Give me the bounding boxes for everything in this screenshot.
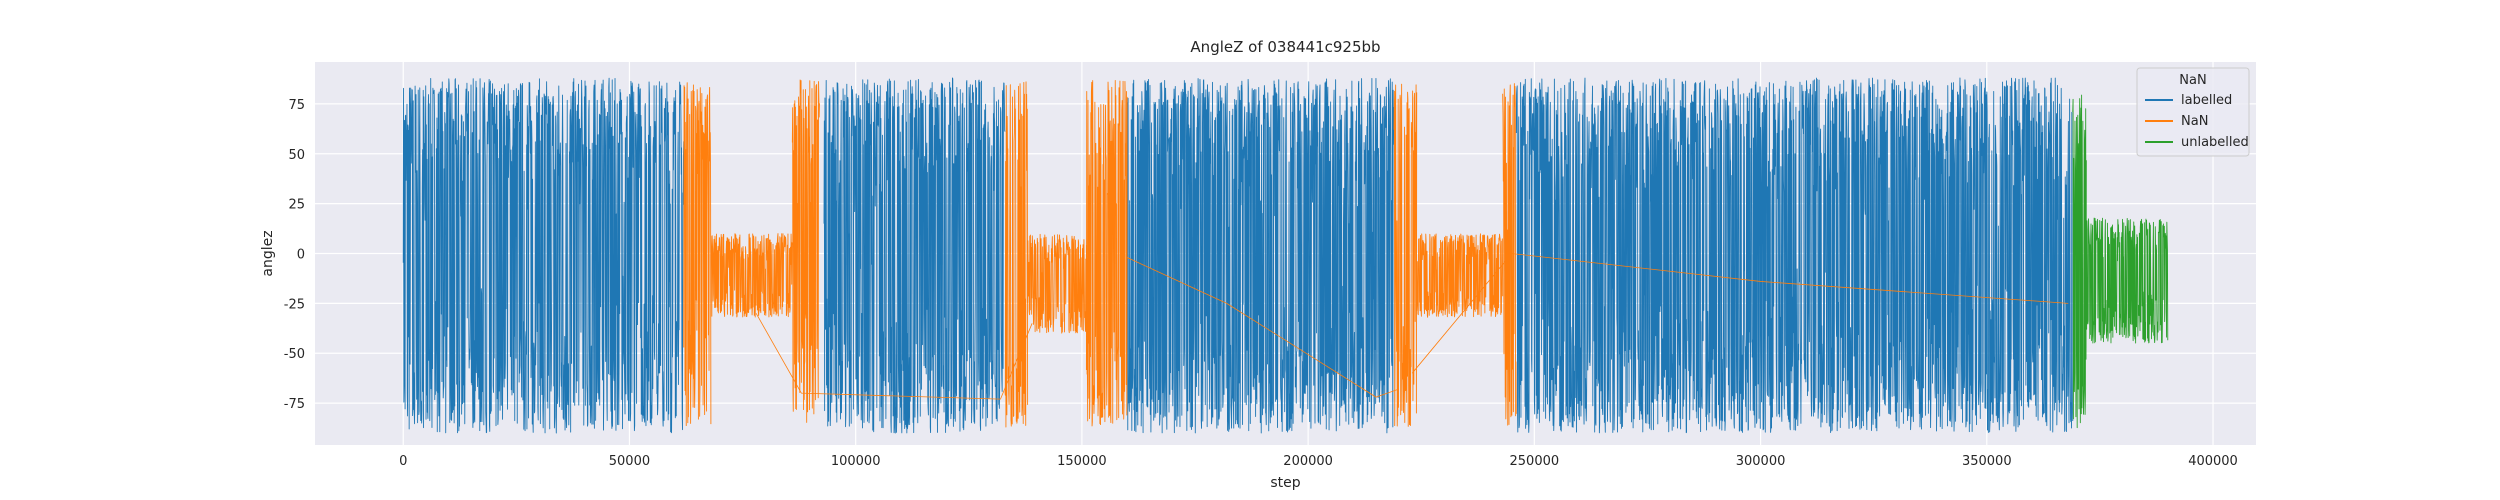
- y-tick-label: 50: [288, 148, 305, 163]
- y-tick-label: -25: [284, 297, 305, 312]
- legend-title: NaN: [2179, 73, 2206, 88]
- series-nan: [683, 79, 2069, 428]
- chart-title: AngleZ of 038441c925bb: [1190, 38, 1380, 56]
- legend-box: [2136, 67, 2250, 157]
- x-tick-label: 0: [399, 454, 407, 469]
- series-line-segment: [1004, 81, 1029, 428]
- series-line-segment: [402, 77, 685, 434]
- x-axis-title: step: [1270, 475, 1300, 491]
- x-tick-label: 400000: [2188, 454, 2238, 469]
- series-line-segment: [791, 79, 820, 423]
- series-connector-line: [1126, 257, 1399, 398]
- legend-label-nan: NaN: [2181, 114, 2208, 129]
- series-unlabelled: [2072, 94, 2169, 429]
- series-line-segment: [1027, 233, 1087, 334]
- y-tick-label: 75: [288, 98, 305, 113]
- y-tick-label: -75: [284, 397, 305, 412]
- legend-label-unlabelled: unlabelled: [2181, 135, 2249, 150]
- x-tick-label: 50000: [609, 454, 650, 469]
- series-line-segment: [1393, 83, 1418, 427]
- series-line-segment: [1515, 77, 2074, 434]
- x-tick-label: 300000: [1736, 454, 1786, 469]
- series-line-segment: [710, 233, 793, 318]
- series-line-segment: [2085, 217, 2169, 344]
- y-tick-label: 25: [288, 198, 305, 213]
- series-line-segment: [1126, 77, 1395, 434]
- legend: NaN labelled NaN unlabelled: [2136, 67, 2250, 157]
- series-layer: [402, 77, 2169, 434]
- legend-items: labelled NaN unlabelled: [2145, 93, 2249, 150]
- y-axis-title: anglez: [260, 230, 276, 276]
- series-line-segment: [683, 82, 712, 427]
- series-line-segment: [2072, 94, 2087, 429]
- legend-label-labelled: labelled: [2181, 93, 2232, 108]
- x-tick-label: 100000: [831, 454, 881, 469]
- x-tick-label: 250000: [1510, 454, 1560, 469]
- x-tick-label: 200000: [1283, 454, 1333, 469]
- series-line-segment: [1502, 83, 1517, 426]
- series-line-segment: [823, 77, 1006, 434]
- y-tick-label: 0: [297, 248, 305, 263]
- series-line-segment: [1416, 233, 1504, 318]
- series-labelled: [402, 77, 2074, 434]
- tick-labels: 0 50000 100000 150000 200000 250000 300000 3500…: [284, 98, 2238, 469]
- series-line-segment: [1085, 80, 1128, 427]
- y-tick-label: -50: [284, 347, 305, 362]
- x-tick-label: 350000: [1962, 454, 2012, 469]
- x-tick-label: 150000: [1057, 454, 1107, 469]
